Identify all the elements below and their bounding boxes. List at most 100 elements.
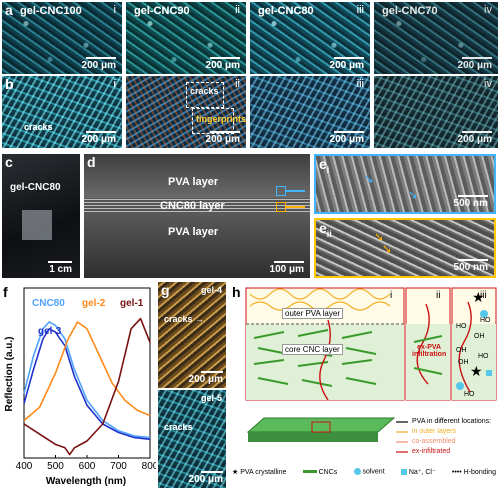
panel-e-i: ei ➘ ➘ 500 nm [314, 154, 496, 214]
x-tick-label: 700 [110, 461, 127, 472]
panel-b-i: b i cracks 200 μm [2, 76, 122, 148]
subpanel-number: iv [484, 78, 492, 90]
label-cnc80: CNC80 [32, 298, 65, 309]
pva-crystalline-star: ★ [470, 363, 483, 379]
scale-bar: 200 μm [82, 57, 116, 71]
sample-name: gel-CNC80 [258, 5, 314, 17]
fingerprints-label: fingerprints [196, 114, 246, 124]
plot-frame [23, 287, 151, 459]
fingerprints-inset-box [192, 108, 234, 134]
panel-f: f Reflection (a.u.) Wavelength (nm) 400 5… [0, 282, 156, 488]
panel-h: h ★ ★ HO OH OH HO [228, 282, 498, 488]
subpanel-number: ii [235, 4, 240, 16]
legend-title: PVA in different locations: [412, 418, 492, 425]
box-i-number: i [390, 290, 393, 301]
legend: PVA in different locations: in outer lay… [412, 417, 491, 457]
arrow-marker-2: ➘ [408, 188, 419, 202]
panel-letter-h: h [232, 284, 241, 300]
panel-a-i: a gel-CNC100 i 200 μm [2, 2, 122, 74]
label-gel-1: gel-1 [120, 298, 144, 309]
legend-hbond: •••• H-bonding [451, 468, 496, 476]
sample-name: gel-CNC70 [382, 5, 438, 17]
film-sample [22, 210, 52, 240]
scale-bar: 200 μm [458, 131, 492, 145]
subpanel-number: ii [235, 78, 240, 90]
reflection-chart: Reflection (a.u.) Wavelength (nm) 400 500… [4, 287, 156, 487]
schematic: ★ ★ HO OH OH HO OH HO HO [245, 287, 497, 453]
series-group [23, 317, 151, 456]
scale-bar: 200 μm [82, 131, 116, 145]
scale-bar: 200 μm [206, 131, 240, 145]
slab-side [248, 432, 378, 442]
series-line-gel-3 [23, 327, 151, 441]
panel-letter-f: f [3, 284, 8, 300]
panel-a-ii: gel-CNC90 ii 200 μm [126, 2, 246, 74]
legend-item-infiltrated: ex-infiltrated [412, 448, 451, 455]
subpanel-number: iii [356, 78, 364, 90]
oh-label: OH [458, 359, 469, 366]
scale-bar: 100 μm [270, 261, 304, 275]
box-ii-number: ii [436, 290, 441, 301]
x-tick-label: 800 [142, 461, 156, 472]
legend-cnc: CNCs [302, 469, 337, 476]
subpanel-number: i [113, 4, 116, 16]
pva-top-region [84, 154, 310, 198]
panel-letter-e-i: ei [319, 156, 330, 175]
cracks-inset-box [186, 82, 224, 108]
sample-name: gel-CNC100 [20, 5, 82, 17]
sample-name: gel-4 [200, 285, 222, 295]
pva-bottom-region [84, 212, 310, 278]
panel-b-ii: ii cracks fingerprints 200 μm [126, 76, 246, 148]
legend-star: ★ PVA crystalline [232, 469, 287, 476]
legend-ions: Na⁺, Cl⁻ [400, 468, 436, 476]
box-iii-number: iii [480, 290, 487, 301]
sample-name: gel-CNC80 [10, 182, 61, 193]
series-line-gel-1 [23, 317, 151, 456]
label-gel-3: gel-3 [38, 326, 62, 337]
x-tick-label: 600 [79, 461, 96, 472]
ho-label: HO [480, 317, 491, 324]
ho-label: HO [456, 323, 467, 330]
cracks-label: cracks → [164, 314, 205, 324]
ho-label: HO [478, 353, 489, 360]
sample-name: gel-5 [200, 393, 222, 403]
panel-letter-b: b [5, 76, 14, 92]
panel-letter-c: c [5, 154, 13, 170]
scale-bar: 1 cm [48, 261, 72, 275]
cracks-label: cracks [24, 122, 53, 132]
scale-bar: 200 μm [458, 57, 492, 71]
zoom-region [311, 421, 331, 433]
panel-b-iv: iv 200 μm [374, 76, 498, 148]
panel-d-sem: d PVA layer CNC80 layer PVA layer 100 μm [84, 154, 310, 278]
y-axis-label: Reflection (a.u.) [4, 336, 15, 411]
bottom-legend: ★ PVA crystalline CNCs solvent Na⁺, Cl⁻ … [232, 468, 496, 476]
scale-bar: 200 μm [206, 57, 240, 71]
cnc-layer-label: CNC80 layer [160, 200, 225, 212]
series-line-gel-2 [23, 321, 151, 422]
orange-arrow [285, 206, 305, 208]
cnc-band [84, 198, 310, 212]
oh-label: OH [474, 333, 485, 340]
panel-letter-e-ii: eii [319, 220, 332, 239]
panel-letter-a: a [5, 2, 13, 18]
pva-layer-label-bottom: PVA layer [168, 226, 219, 238]
pva-chain [249, 288, 391, 300]
scale-bar: 200 μm [330, 131, 364, 145]
x-tick-label: 400 [16, 461, 33, 472]
scale-bar: 500 nm [454, 195, 488, 209]
solvent-molecule [480, 310, 488, 318]
box-ii-core [406, 324, 450, 400]
infiltrated-chain [416, 303, 430, 385]
arrow-marker-1: ➘ [364, 172, 375, 186]
solvent-molecule [456, 382, 464, 390]
outer-pva-label: outer PVA layer [282, 308, 343, 319]
subpanel-number: iv [484, 4, 492, 16]
panel-g-top: g gel-4 cracks → 200 μm [158, 282, 226, 388]
x-ticks: 400 500 600 700 800 [16, 455, 156, 472]
subpanel-number: iii [356, 4, 364, 16]
panel-letter-d: d [87, 154, 96, 170]
scale-bar: 500 nm [454, 259, 488, 273]
arrow-marker-1: ➘ [374, 230, 385, 244]
infiltrated-chain [319, 319, 331, 401]
ho-label: HO [464, 391, 475, 398]
